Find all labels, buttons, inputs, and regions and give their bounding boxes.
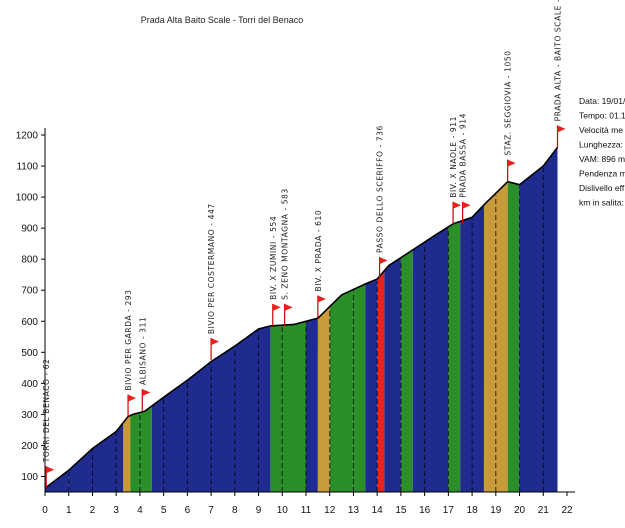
x-tick-label-6: 6 xyxy=(185,505,191,516)
y-tick-label-700: 700 xyxy=(21,286,38,297)
x-tick-label-17: 17 xyxy=(443,505,455,516)
x-tick-label-16: 16 xyxy=(419,505,431,516)
x-tick-label-5: 5 xyxy=(161,505,167,516)
waypoint-flags: TORRI DEL BENACO - 62 BIVIO PER GARDA - 2… xyxy=(42,0,566,489)
waypoint-flag-0 xyxy=(46,466,55,474)
waypoint-label-7: PASSO DELLO SCERIFFO - 736 xyxy=(376,125,385,253)
profile-segment-17 xyxy=(507,181,520,492)
y-tick-label-1200: 1200 xyxy=(16,131,39,142)
waypoint-flag-9 xyxy=(462,201,471,209)
waypoint-label-4: BIV. X ZUMINI - 554 xyxy=(269,216,278,300)
side-info-panel: Data: 19/01/Tempo: 01.1 Velocità me Lunghe… xyxy=(579,96,625,208)
waypoint-label-8: BIV. X NAOLE - 911 xyxy=(449,116,458,198)
profile-segment-9 xyxy=(365,279,378,492)
profile-line xyxy=(44,146,559,489)
y-tick-label-800: 800 xyxy=(21,255,38,266)
waypoint-flag-7 xyxy=(379,257,388,265)
side-info-line-4: VAM: 896 m xyxy=(579,154,625,164)
y-tick-label-500: 500 xyxy=(21,348,38,359)
y-tick-label-100: 100 xyxy=(21,472,38,483)
axes: 100 200 300 400 500 600 700 800 900 1000 1100 1200 0… xyxy=(16,128,575,516)
x-tick-label-18: 18 xyxy=(467,505,479,516)
y-tick-label-1100: 1100 xyxy=(16,162,38,173)
profile-fill-segments xyxy=(45,147,558,493)
y-tick-label-1000: 1000 xyxy=(16,193,39,204)
side-info-line-1: Tempo: 01.1 xyxy=(579,111,625,121)
side-info-line-7: km in salita: xyxy=(579,198,624,208)
side-info-line-5: Pendenza m xyxy=(579,169,625,179)
waypoint-flag-10 xyxy=(507,159,516,167)
waypoint-label-9: PRADA BASSA - 914 xyxy=(459,113,468,198)
profile-segment-5 xyxy=(270,321,306,492)
profile-outline xyxy=(44,146,559,489)
waypoint-flag-4 xyxy=(272,303,281,311)
y-tick-label-300: 300 xyxy=(21,410,38,421)
waypoint-flag-5 xyxy=(284,303,293,311)
y-tick-label-400: 400 xyxy=(21,379,38,390)
x-tick-label-12: 12 xyxy=(324,505,336,516)
x-tick-label-0: 0 xyxy=(42,505,48,516)
profile-segment-18 xyxy=(519,147,558,492)
waypoint-label-3: BIVIO PER COSTERMANO - 447 xyxy=(207,203,216,334)
profile-segment-1 xyxy=(68,422,124,492)
profile-segment-10 xyxy=(377,270,385,492)
waypoint-flag-2 xyxy=(142,388,151,396)
waypoint-flag-3 xyxy=(211,338,220,346)
x-tick-label-9: 9 xyxy=(256,505,262,516)
waypoint-label-0: TORRI DEL BENACO - 62 xyxy=(42,358,51,463)
profile-segment-6 xyxy=(306,318,318,492)
x-tick-label-3: 3 xyxy=(113,505,119,516)
profile-segment-11 xyxy=(384,257,401,492)
side-info-line-6: Dislivello eff xyxy=(579,183,625,193)
x-tick-label-13: 13 xyxy=(348,505,360,516)
profile-segment-12 xyxy=(400,249,413,492)
waypoint-label-2: ALBISANO - 311 xyxy=(138,317,147,385)
side-info-line-2: Velocità me xyxy=(579,125,623,135)
profile-segment-15 xyxy=(460,204,484,493)
km-dashed-lines xyxy=(68,168,544,492)
profile-segment-14 xyxy=(448,221,461,493)
x-tick-label-19: 19 xyxy=(490,505,502,516)
x-tick-label-1: 1 xyxy=(66,505,72,516)
waypoint-label-1: BIVIO PER GARDA - 293 xyxy=(124,289,133,390)
profile-segment-2 xyxy=(123,415,131,492)
x-tick-label-22: 22 xyxy=(561,505,573,516)
y-tick-label-600: 600 xyxy=(21,317,38,328)
waypoint-label-11: PRADA ALTA - BAITO SCALE - 1164 xyxy=(554,0,563,121)
y-tick-label-200: 200 xyxy=(21,441,38,452)
side-info-line-0: Data: 19/01/ xyxy=(579,96,625,106)
waypoint-label-6: BIV. X PRADA - 610 xyxy=(314,210,323,292)
x-tick-label-15: 15 xyxy=(395,505,407,516)
waypoint-flag-6 xyxy=(317,295,326,303)
waypoint-label-10: STAZ. SEGGIOVIA - 1050 xyxy=(504,50,513,155)
x-tick-label-14: 14 xyxy=(372,505,384,516)
waypoint-flag-1 xyxy=(128,394,137,402)
profile-segment-8 xyxy=(329,284,366,492)
chart-title: Prada Alta Baito Scale - Torri del Benac… xyxy=(141,15,303,25)
x-tick-label-7: 7 xyxy=(208,505,214,516)
x-tick-label-2: 2 xyxy=(90,505,96,516)
waypoint-label-5: S. ZENO MONTAGNA - 583 xyxy=(281,188,290,300)
x-tick-label-11: 11 xyxy=(301,505,312,516)
y-tick-label-900: 900 xyxy=(21,224,38,235)
waypoint-flag-8 xyxy=(453,201,462,209)
profile-segment-7 xyxy=(317,306,330,492)
x-tick-label-20: 20 xyxy=(514,505,526,516)
x-tick-label-21: 21 xyxy=(538,505,550,516)
profile-segment-13 xyxy=(412,226,449,493)
side-info-line-3: Lunghezza: xyxy=(579,140,623,150)
x-tick-label-8: 8 xyxy=(232,505,238,516)
x-tick-label-4: 4 xyxy=(137,505,143,516)
profile-segment-3 xyxy=(130,406,152,492)
x-tick-label-10: 10 xyxy=(277,505,289,516)
waypoint-flag-11 xyxy=(557,125,566,133)
